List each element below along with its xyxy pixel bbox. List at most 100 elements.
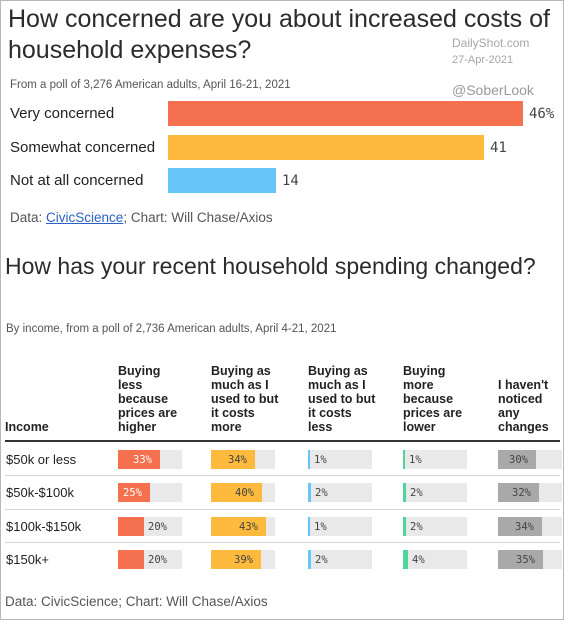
cell-label-r3-c3: 1% <box>314 521 327 533</box>
cell-label-r1-c3: 1% <box>314 454 327 466</box>
cell-label-r3-c2: 43% <box>239 521 258 533</box>
cell-track-r1-c1: 33% <box>118 450 182 469</box>
watermark-handle: @SoberLook <box>452 82 534 98</box>
watermark-date: 27-Apr-2021 <box>452 54 514 66</box>
column-header-2-line-5: more <box>211 420 242 434</box>
cell-bar-r2-c1 <box>118 483 150 502</box>
bar-value-very-concerned: 46% <box>529 106 555 122</box>
cell-label-r3-c1: 20% <box>148 521 167 533</box>
cell-track-r4-c5: 35% <box>498 550 562 569</box>
row-label-3: $100k-$150k <box>6 519 82 534</box>
column-header-1-line-5: higher <box>118 420 157 434</box>
cell-track-r4-c4: 4% <box>403 550 467 569</box>
cell-label-r3-c5: 34% <box>515 521 534 533</box>
cell-bar-r1-c3 <box>308 450 310 469</box>
column-header-2-line-2: much as I <box>211 378 269 392</box>
bar-value-somewhat-concerned: 41 <box>490 140 507 156</box>
cell-track-r3-c3: 1% <box>308 517 372 536</box>
header-rule <box>5 440 560 442</box>
column-header-4-line-3: because <box>403 392 454 406</box>
chart2-title: How has your recent household spending c… <box>5 253 536 279</box>
cell-track-r1-c3: 1% <box>308 450 372 469</box>
cell-bar-r3-c2 <box>211 517 266 536</box>
income-column-header: Income <box>5 420 49 434</box>
bar-value-not-at-all-concerned: 14 <box>282 173 299 189</box>
column-header-1-line-1: Buying <box>118 364 161 378</box>
bar-somewhat-concerned <box>168 135 484 160</box>
column-header-5-line-3: any <box>498 406 520 420</box>
column-header-2-line-4: it costs <box>211 406 255 420</box>
cell-bar-r4-c1 <box>118 550 144 569</box>
column-header-3-line-5: less <box>308 420 333 434</box>
column-header-5-line-4: changes <box>498 420 549 434</box>
bar-label-very-concerned: Very concerned <box>10 105 115 122</box>
cell-track-r1-c2: 34% <box>211 450 275 469</box>
row-label-4: $150k+ <box>6 552 50 567</box>
cell-label-r4-c3: 2% <box>315 554 328 566</box>
bar-very-concerned <box>168 101 523 126</box>
column-header-3-line-2: much as I <box>308 378 366 392</box>
cell-track-r3-c1: 20% <box>118 517 182 536</box>
bar-not-at-all-concerned <box>168 168 276 193</box>
cell-label-r4-c4: 4% <box>412 554 425 566</box>
column-header-4-line-2: more <box>403 378 434 392</box>
cell-bar-r4-c4 <box>403 550 408 569</box>
cell-bar-r1-c4 <box>403 450 405 469</box>
column-header-5-line-1: I haven't <box>498 378 549 392</box>
bar-label-somewhat-concerned: Somewhat concerned <box>10 139 156 156</box>
cell-bar-r2-c2 <box>211 483 262 502</box>
cell-track-r4-c1: 20% <box>118 550 182 569</box>
column-header-2-line-3: used to but <box>211 392 279 406</box>
chart1-source-prefix: Data: <box>10 210 47 225</box>
column-header-4-line-1: Buying <box>403 364 446 378</box>
cell-track-r2-c1: 25% <box>118 483 182 502</box>
cell-track-r4-c3: 2% <box>308 550 372 569</box>
cell-label-r2-c1: 25% <box>123 487 142 499</box>
chart1-subtitle: From a poll of 3,276 American adults, Ap… <box>10 79 291 91</box>
chart2-subtitle: By income, from a poll of 2,736 American… <box>6 323 337 335</box>
cell-bar-r1-c5 <box>498 450 536 469</box>
row-label-1: $50k or less <box>6 452 77 467</box>
cell-track-r2-c3: 2% <box>308 483 372 502</box>
column-header-3-line-1: Buying as <box>308 364 368 378</box>
cell-label-r1-c1: 33% <box>133 454 152 466</box>
column-header-3-line-3: used to but <box>308 392 376 406</box>
cell-label-r2-c3: 2% <box>315 487 328 499</box>
cell-label-r1-c5: 30% <box>509 454 528 466</box>
cell-label-r3-c4: 2% <box>410 521 423 533</box>
cell-track-r4-c2: 39% <box>211 550 275 569</box>
chart1-source-suffix: ; Chart: Will Chase/Axios <box>123 210 273 225</box>
watermark-site: DailyShot.com <box>452 36 530 50</box>
chart2-source: Data: CivicScience; Chart: Will Chase/Ax… <box>5 594 268 609</box>
cell-label-r2-c4: 2% <box>410 487 423 499</box>
cell-label-r4-c5: 35% <box>516 554 535 566</box>
cell-bar-r3-c5 <box>498 517 542 536</box>
row-rule-3 <box>5 542 560 543</box>
cell-bar-r3-c3 <box>308 517 310 536</box>
column-header-5: I haven't noticed any changes <box>498 378 549 434</box>
civicscience-link[interactable]: CivicScience <box>46 210 124 225</box>
cell-bar-r2-c4 <box>403 483 406 502</box>
cell-track-r2-c5: 32% <box>498 483 562 502</box>
cell-bar-r2-c3 <box>308 483 311 502</box>
chart1-source: Data: CivicScience; Chart: Will Chase/Ax… <box>10 210 273 225</box>
column-header-5-line-2: noticed <box>498 392 543 406</box>
column-header-4-line-5: lower <box>403 420 436 434</box>
row-rule-2 <box>5 509 560 510</box>
column-header-4-line-4: prices are <box>403 406 463 420</box>
cell-bar-r2-c5 <box>498 483 539 502</box>
cell-label-r2-c2: 40% <box>235 487 254 499</box>
cell-bar-r4-c2 <box>211 550 261 569</box>
cell-label-r1-c2: 34% <box>228 454 247 466</box>
column-header-1-line-3: because <box>118 392 169 406</box>
column-header-1-line-2: less <box>118 378 143 392</box>
cell-bar-r4-c5 <box>498 550 543 569</box>
cell-bar-r4-c3 <box>308 550 311 569</box>
cell-label-r4-c2: 39% <box>234 554 253 566</box>
cell-track-r3-c5: 34% <box>498 517 562 536</box>
column-header-1-line-4: prices are <box>118 406 178 420</box>
cell-bar-r3-c4 <box>403 517 406 536</box>
column-header-1: Buying less because prices are higher <box>118 364 177 434</box>
